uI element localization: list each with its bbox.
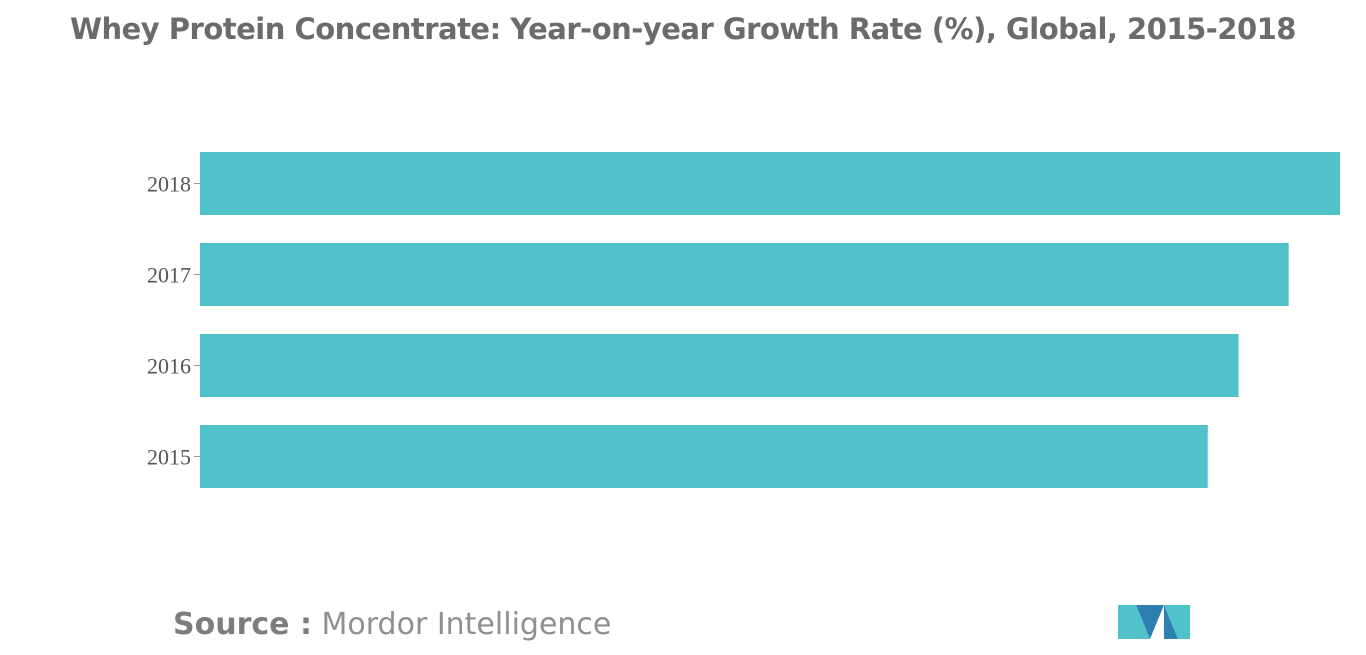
- mordor-intelligence-logo-icon: [1118, 605, 1190, 639]
- tick-label-2015: 2015: [147, 445, 191, 470]
- tick-label-2017: 2017: [147, 263, 191, 288]
- chart-title: Whey Protein Concentrate: Year-on-year G…: [69, 12, 1297, 46]
- bar-2015: [200, 425, 1208, 488]
- y-axis-ticks: 2018 2017 2016 2015: [147, 172, 200, 470]
- tick-label-2018: 2018: [147, 172, 191, 197]
- source-note: Source : Mordor Intelligence: [173, 607, 611, 642]
- logo-shape-middle: [1136, 605, 1164, 639]
- bars-layer: [200, 152, 1340, 488]
- logo-shape-right-dark: [1164, 605, 1178, 639]
- bar-2016: [200, 334, 1239, 397]
- source-prefix: Source :: [173, 607, 312, 642]
- bar-2017: [200, 243, 1289, 306]
- source-name: Mordor Intelligence: [321, 607, 612, 642]
- bar-2018: [200, 152, 1340, 215]
- tick-label-2016: 2016: [147, 354, 191, 379]
- logo-shape-right: [1164, 605, 1190, 639]
- logo-shape-left: [1118, 605, 1150, 639]
